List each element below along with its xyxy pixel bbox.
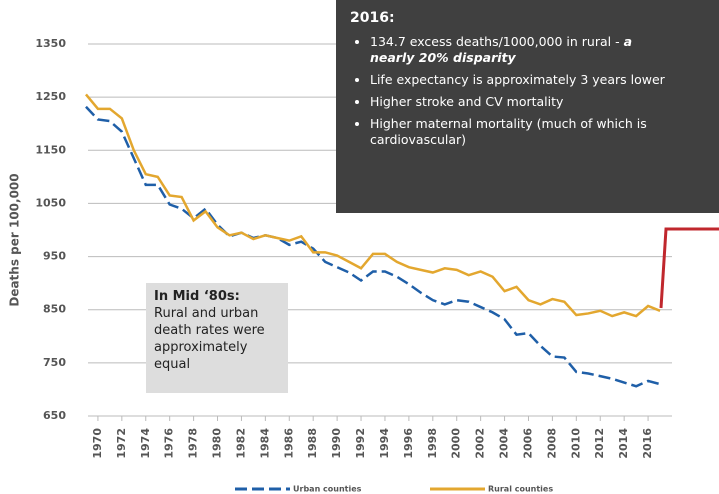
bullet: 134.7 excess deaths/1000,000 in rural - … bbox=[370, 34, 670, 66]
series-line bbox=[84, 93, 661, 318]
y-tick-label: 1150 bbox=[35, 143, 66, 156]
y-tick-label: 950 bbox=[43, 250, 66, 263]
x-tick-label: 2004 bbox=[498, 428, 511, 459]
x-tick-label: 1974 bbox=[139, 428, 152, 459]
x-tick-label: 1980 bbox=[211, 428, 224, 459]
y-tick-label: 1250 bbox=[35, 90, 66, 103]
y-tick-label: 650 bbox=[43, 409, 66, 422]
x-tick-label: 1976 bbox=[163, 428, 176, 459]
x-tick-label: 1986 bbox=[282, 428, 295, 459]
x-tick-label: 1984 bbox=[258, 428, 271, 459]
annotation-text: Rural and urban death rates were approxi… bbox=[154, 306, 265, 372]
x-tick-label: 1992 bbox=[354, 428, 367, 459]
annotation-2016: 2016: 134.7 excess deaths/1000,000 in ru… bbox=[336, 0, 719, 213]
x-tick-label: 1994 bbox=[378, 428, 391, 459]
x-tick-label: 2006 bbox=[521, 428, 534, 459]
x-tick-label: 2008 bbox=[545, 428, 558, 459]
x-tick-label: 2012 bbox=[593, 428, 606, 459]
x-tick-label: 2016 bbox=[641, 428, 654, 459]
connector bbox=[659, 227, 719, 309]
bullet: Higher maternal mortality (much of which… bbox=[370, 116, 650, 148]
x-tick-label: 1998 bbox=[426, 428, 439, 459]
x-tick-label: 2002 bbox=[474, 428, 487, 459]
bullet-emphasis: a nearly 20% disparity bbox=[370, 34, 633, 65]
x-tick-label: 2014 bbox=[617, 428, 630, 459]
y-tick-label: 850 bbox=[43, 303, 66, 316]
bullet-list: 134.7 excess deaths/1000,000 in rural - … bbox=[350, 34, 705, 148]
bullet: Life expectancy is approximately 3 years… bbox=[370, 72, 670, 88]
series-line bbox=[85, 105, 661, 388]
annotation-80s: In Mid ‘80s: Rural and urban death rates… bbox=[146, 283, 288, 393]
annotation-title: 2016: bbox=[350, 10, 395, 26]
x-tick-label: 1970 bbox=[91, 428, 104, 459]
x-tick-label: 2000 bbox=[450, 428, 463, 459]
y-tick-label: 750 bbox=[43, 356, 66, 369]
bullet-text: 134.7 excess deaths/1000,000 in rural - bbox=[370, 34, 624, 49]
x-tick-label: 2010 bbox=[569, 428, 582, 459]
x-tick-label: 1990 bbox=[330, 428, 343, 459]
x-tick-label: 1978 bbox=[187, 428, 200, 459]
y-axis-label: Deaths per 100,000 bbox=[8, 173, 22, 306]
y-tick-label: 1350 bbox=[35, 37, 66, 50]
y-tick-label: 1050 bbox=[35, 196, 66, 209]
x-tick-label: 1988 bbox=[306, 428, 319, 459]
legend-label: Rural counties bbox=[488, 485, 553, 494]
legend-label: Urban counties bbox=[293, 485, 362, 494]
x-tick-label: 1982 bbox=[234, 428, 247, 459]
x-tick-label: 1996 bbox=[402, 428, 415, 459]
x-tick-label: 1972 bbox=[115, 428, 128, 459]
bullet: Higher stroke and CV mortality bbox=[370, 94, 670, 110]
annotation-title: In Mid ‘80s: bbox=[154, 289, 240, 304]
